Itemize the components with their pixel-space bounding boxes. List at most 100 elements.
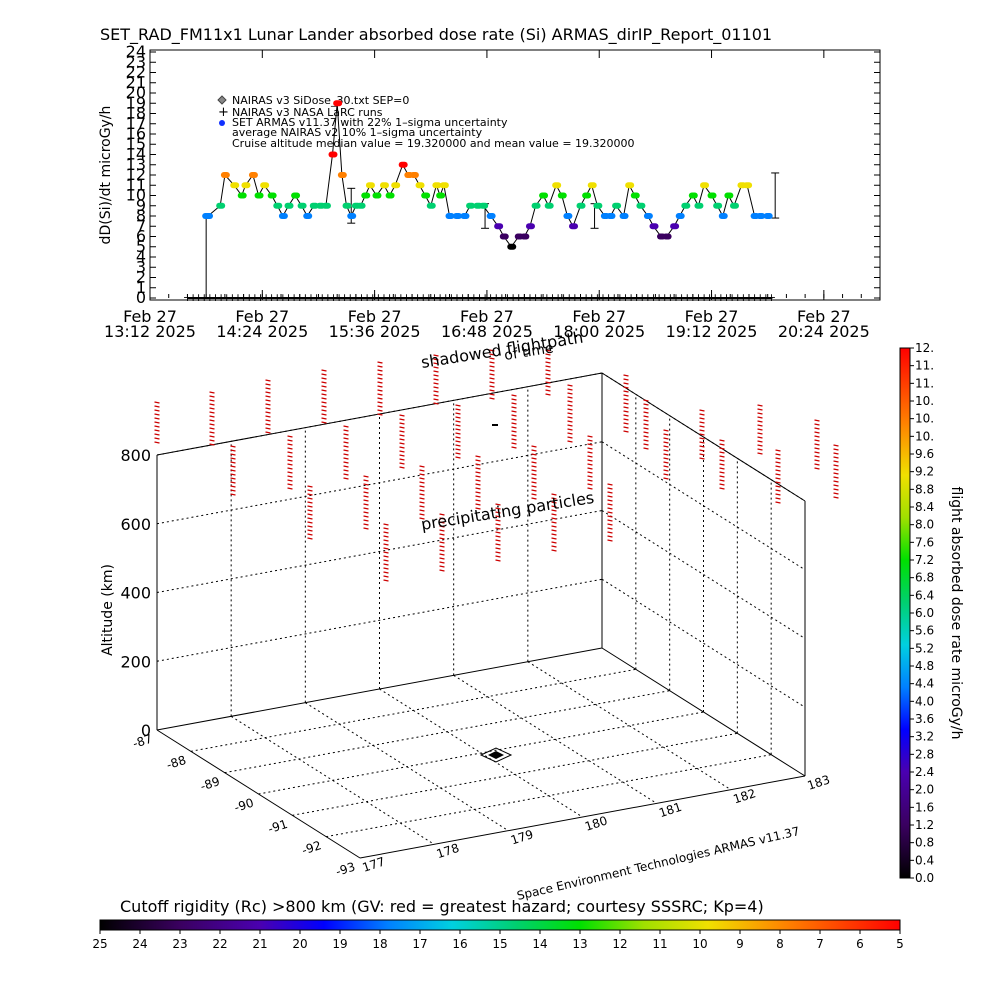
particle-dash: [551, 537, 557, 540]
baseline-marker: +: [217, 291, 226, 304]
baseline-marker: +: [385, 291, 394, 304]
particle-dash: [439, 517, 445, 520]
particle-dash: [439, 513, 445, 516]
particle-dash: [287, 467, 293, 470]
data-point: [606, 213, 616, 219]
particle-dash: [230, 465, 236, 468]
particle-dash: [607, 539, 613, 542]
x-tick-label-date: Feb 27: [460, 307, 514, 326]
particle-dash: [439, 529, 445, 532]
data-point: [273, 202, 283, 209]
particle-dash: [699, 437, 705, 440]
particle-dash: [383, 543, 389, 546]
data-point: [643, 213, 653, 219]
baseline-marker: +: [205, 291, 214, 304]
particle-dash: [321, 401, 327, 404]
particle-dash: [587, 443, 593, 446]
data-point: [460, 213, 470, 219]
armas-dose-series: [202, 100, 780, 298]
baseline-marker: +: [278, 291, 287, 304]
particle-dash: [511, 406, 517, 409]
particle-dash: [719, 487, 725, 490]
data-point: [333, 100, 343, 107]
baseline-marker: +: [660, 291, 669, 304]
baseline-marker: +: [267, 291, 276, 304]
baseline-marker: +: [761, 291, 770, 304]
data-point: [426, 202, 436, 209]
particle-dash: [287, 463, 293, 466]
particle-dash: [663, 445, 669, 448]
particle-dash: [363, 499, 369, 502]
particle-dash: [833, 492, 839, 495]
baseline-marker: +: [306, 291, 315, 304]
particle-dash: [489, 377, 495, 380]
particle-dash: [663, 453, 669, 456]
time-label: of time: [503, 340, 554, 364]
rigidity-tick-label: 14: [532, 937, 547, 951]
rigidity-tick-label: 11: [652, 937, 667, 951]
particle-dash: [511, 398, 517, 401]
particle-dash: [814, 451, 820, 454]
y-tick-label: 23: [126, 52, 146, 71]
particle-dash: [567, 416, 573, 419]
baseline-marker: +: [430, 291, 439, 304]
altitude-tick-label: 0: [141, 721, 151, 740]
particle-dash: [154, 409, 160, 412]
particle-dash: [587, 479, 593, 482]
particle-dash: [551, 497, 557, 500]
baseline-marker: +: [492, 291, 501, 304]
particle-dash: [475, 455, 481, 458]
particle-dash: [154, 417, 160, 420]
baseline-marker: +: [340, 291, 349, 304]
particle-dash: [439, 561, 445, 564]
particle-dash: [719, 459, 725, 462]
data-point: [630, 192, 640, 199]
data-point: [718, 213, 728, 219]
particle-dash: [757, 432, 763, 435]
particle-dash: [321, 389, 327, 392]
particle-dash: [343, 429, 349, 432]
baseline-marker: +: [750, 291, 759, 304]
baseline-marker: +: [312, 291, 321, 304]
particle-dash: [623, 394, 629, 397]
x-tick-label-time: 18:00 2025: [553, 322, 645, 341]
particle-dash: [307, 509, 313, 512]
particle-dash: [343, 449, 349, 452]
particle-dash: [475, 499, 481, 502]
data-point: [291, 192, 301, 199]
particle-dash: [321, 413, 327, 416]
data-point: [688, 192, 698, 199]
particle-dash: [814, 443, 820, 446]
particle-dash: [321, 393, 327, 396]
particle-dash: [383, 523, 389, 526]
particle-dash: [511, 422, 517, 425]
baseline-marker: +: [728, 291, 737, 304]
particle-dash: [587, 455, 593, 458]
x-tick-label-time: 15:36 2025: [329, 322, 421, 341]
particle-dash: [377, 401, 383, 404]
particle-dash: [551, 533, 557, 536]
particle-dash: [383, 567, 389, 570]
particle-dash: [607, 511, 613, 514]
baseline-marker: +: [565, 291, 574, 304]
particle-dash: [377, 373, 383, 376]
particle-dash: [419, 493, 425, 496]
particle-dash: [587, 483, 593, 486]
particle-dash: [343, 461, 349, 464]
y-tick-label: 15: [126, 134, 146, 153]
particle-dash: [230, 449, 236, 452]
dose-colorbar-label: flight absorbed dose rate microGy/h: [948, 487, 964, 740]
particle-dash: [377, 377, 383, 380]
baseline-marker: +: [256, 291, 265, 304]
particle-dash: [439, 541, 445, 544]
baseline-marker: +: [458, 291, 467, 304]
particle-dash: [307, 517, 313, 520]
particle-dash: [775, 493, 781, 496]
latitude-tick-label: -89: [199, 774, 222, 793]
particle-dash: [833, 460, 839, 463]
particle-dash: [531, 477, 537, 480]
dose-tick-label: 3.6: [915, 712, 934, 726]
dose-tick-label: 8.8: [915, 482, 934, 496]
data-point: [507, 243, 517, 250]
